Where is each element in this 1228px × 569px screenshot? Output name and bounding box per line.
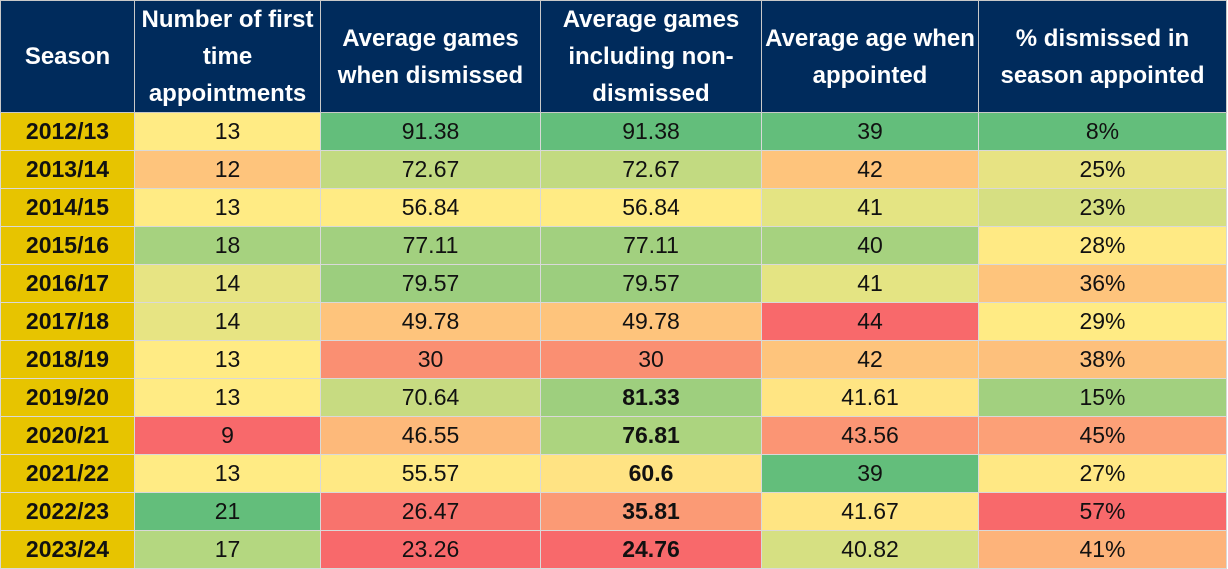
season-cell: 2020/21 — [0, 416, 135, 455]
header-avg-age: Average age when appointed — [761, 0, 979, 113]
season-cell: 2021/22 — [0, 454, 135, 493]
appointments-cell: 13 — [134, 340, 321, 379]
appointments-cell: 13 — [134, 454, 321, 493]
avg-games-dismissed-cell: 72.67 — [320, 150, 541, 189]
avg-age-cell: 44 — [761, 302, 979, 341]
pct-dismissed-cell: 36% — [978, 264, 1227, 303]
table-row: 2015/16 18 77.11 77.11 40 28% — [0, 226, 1227, 265]
pct-dismissed-cell: 57% — [978, 492, 1227, 531]
header-avg-games-dismissed: Average games when dismissed — [320, 0, 541, 113]
season-cell: 2023/24 — [0, 530, 135, 569]
avg-games-incl-cell: 77.11 — [540, 226, 762, 265]
pct-dismissed-cell: 41% — [978, 530, 1227, 569]
avg-games-incl-cell: 79.57 — [540, 264, 762, 303]
table-row: 2013/14 12 72.67 72.67 42 25% — [0, 150, 1227, 189]
avg-games-dismissed-cell: 56.84 — [320, 188, 541, 227]
header-row: Season Number of first time appointments… — [0, 0, 1227, 113]
pct-dismissed-cell: 45% — [978, 416, 1227, 455]
avg-age-cell: 40 — [761, 226, 979, 265]
appointments-cell: 14 — [134, 264, 321, 303]
appointments-cell: 14 — [134, 302, 321, 341]
appointments-cell: 21 — [134, 492, 321, 531]
avg-games-dismissed-cell: 23.26 — [320, 530, 541, 569]
avg-games-incl-cell: 76.81 — [540, 416, 762, 455]
avg-games-dismissed-cell: 79.57 — [320, 264, 541, 303]
header-season: Season — [0, 0, 135, 113]
avg-games-dismissed-cell: 49.78 — [320, 302, 541, 341]
avg-games-dismissed-cell: 70.64 — [320, 378, 541, 417]
avg-games-incl-cell: 91.38 — [540, 112, 762, 151]
avg-games-dismissed-cell: 91.38 — [320, 112, 541, 151]
season-cell: 2014/15 — [0, 188, 135, 227]
pct-dismissed-cell: 29% — [978, 302, 1227, 341]
avg-games-dismissed-cell: 77.11 — [320, 226, 541, 265]
table-row: 2014/15 13 56.84 56.84 41 23% — [0, 188, 1227, 227]
avg-age-cell: 39 — [761, 112, 979, 151]
avg-games-dismissed-cell: 30 — [320, 340, 541, 379]
pct-dismissed-cell: 27% — [978, 454, 1227, 493]
table-row: 2022/23 21 26.47 35.81 41.67 57% — [0, 492, 1227, 531]
avg-age-cell: 43.56 — [761, 416, 979, 455]
pct-dismissed-cell: 25% — [978, 150, 1227, 189]
avg-age-cell: 41.61 — [761, 378, 979, 417]
appointments-cell: 13 — [134, 188, 321, 227]
table-row: 2019/20 13 70.64 81.33 41.61 15% — [0, 378, 1227, 417]
appointments-cell: 12 — [134, 150, 321, 189]
header-avg-games-incl: Average games including non-dismissed — [540, 0, 762, 113]
appointments-cell: 18 — [134, 226, 321, 265]
season-cell: 2012/13 — [0, 112, 135, 151]
avg-games-incl-cell: 81.33 — [540, 378, 762, 417]
pct-dismissed-cell: 38% — [978, 340, 1227, 379]
avg-games-incl-cell: 30 — [540, 340, 762, 379]
season-cell: 2016/17 — [0, 264, 135, 303]
header-appointments: Number of first time appointments — [134, 0, 321, 113]
avg-age-cell: 41.67 — [761, 492, 979, 531]
avg-age-cell: 40.82 — [761, 530, 979, 569]
avg-games-dismissed-cell: 26.47 — [320, 492, 541, 531]
header-pct-dismissed: % dismissed in season appointed — [978, 0, 1227, 113]
table-row: 2018/19 13 30 30 42 38% — [0, 340, 1227, 379]
avg-age-cell: 42 — [761, 150, 979, 189]
table-row: 2017/18 14 49.78 49.78 44 29% — [0, 302, 1227, 341]
table-row: 2016/17 14 79.57 79.57 41 36% — [0, 264, 1227, 303]
season-cell: 2019/20 — [0, 378, 135, 417]
season-cell: 2015/16 — [0, 226, 135, 265]
pct-dismissed-cell: 15% — [978, 378, 1227, 417]
table-row: 2020/21 9 46.55 76.81 43.56 45% — [0, 416, 1227, 455]
season-cell: 2017/18 — [0, 302, 135, 341]
appointments-cell: 17 — [134, 530, 321, 569]
avg-age-cell: 42 — [761, 340, 979, 379]
avg-games-dismissed-cell: 55.57 — [320, 454, 541, 493]
appointments-cell: 9 — [134, 416, 321, 455]
table-row: 2021/22 13 55.57 60.6 39 27% — [0, 454, 1227, 493]
season-cell: 2022/23 — [0, 492, 135, 531]
avg-games-incl-cell: 60.6 — [540, 454, 762, 493]
avg-age-cell: 41 — [761, 188, 979, 227]
pct-dismissed-cell: 28% — [978, 226, 1227, 265]
avg-age-cell: 39 — [761, 454, 979, 493]
table-row: 2023/24 17 23.26 24.76 40.82 41% — [0, 530, 1227, 569]
season-cell: 2018/19 — [0, 340, 135, 379]
appointments-cell: 13 — [134, 112, 321, 151]
table-row: 2012/13 13 91.38 91.38 39 8% — [0, 112, 1227, 151]
table-body: 2012/13 13 91.38 91.38 39 8% 2013/14 12 72.67 72.… — [0, 112, 1227, 569]
appointments-cell: 13 — [134, 378, 321, 417]
season-cell: 2013/14 — [0, 150, 135, 189]
pct-dismissed-cell: 23% — [978, 188, 1227, 227]
avg-games-incl-cell: 35.81 — [540, 492, 762, 531]
pct-dismissed-cell: 8% — [978, 112, 1227, 151]
avg-games-incl-cell: 49.78 — [540, 302, 762, 341]
avg-games-incl-cell: 24.76 — [540, 530, 762, 569]
avg-games-incl-cell: 72.67 — [540, 150, 762, 189]
avg-games-incl-cell: 56.84 — [540, 188, 762, 227]
avg-age-cell: 41 — [761, 264, 979, 303]
avg-games-dismissed-cell: 46.55 — [320, 416, 541, 455]
